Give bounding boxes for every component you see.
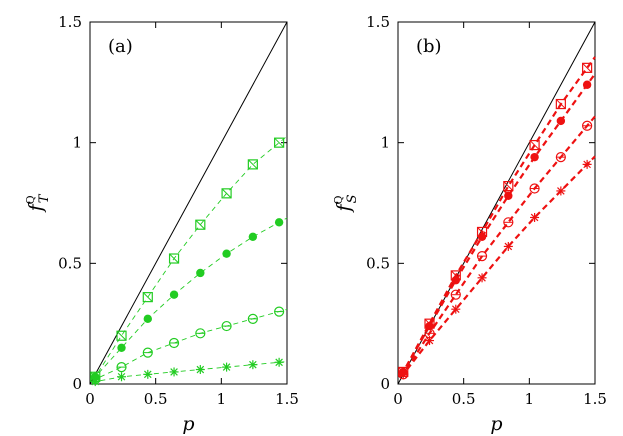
marker-open-circle-s2-p2 — [450, 289, 461, 300]
marker-filled-circle-s1-p1 — [117, 343, 126, 352]
plot-frame — [89, 21, 288, 385]
series-star — [398, 155, 596, 379]
marker-open-square-s0-p5 — [221, 188, 232, 199]
marker-star-s3-p2 — [451, 304, 461, 314]
marker-star-s3-p2 — [143, 369, 153, 379]
marker-open-circle-s2-p6 — [555, 152, 566, 163]
x-tick-label: 1.5 — [275, 390, 299, 408]
marker-open-circle-s2-p7 — [582, 120, 593, 131]
marker-star-s3-p6 — [556, 186, 566, 196]
marker-open-circle-s2-p4 — [503, 217, 514, 228]
y-tick-label: 1.5 — [366, 13, 390, 31]
x-tick-label: 0 — [393, 390, 403, 408]
marker-open-circle-s2-p3 — [476, 250, 488, 262]
marker-filled-circle-s1-p3 — [169, 290, 179, 299]
panel-b: 0 0.5 1 1.5 0 0.5 1 1.5 p fQS (b) — [332, 13, 607, 435]
y-axis-label: fQT — [24, 193, 52, 213]
marker-filled-circle-s1-p3 — [477, 232, 487, 241]
marker-open-square-s0-p7 — [274, 137, 285, 148]
x-tick-label: 0.5 — [452, 390, 476, 408]
marker-star-s3-p7 — [274, 357, 284, 367]
y-tick-label: 1.5 — [58, 13, 82, 31]
panel-label: (a) — [108, 36, 133, 57]
y-tick-label: 1 — [72, 134, 82, 152]
marker-filled-circle-s1-p6 — [248, 232, 258, 241]
series-open-circle — [90, 306, 288, 385]
marker-filled-circle-s1-p7 — [582, 80, 592, 89]
marker-star-s3-p1 — [425, 336, 435, 346]
marker-star-s3-p7 — [582, 159, 592, 169]
marker-star-s3-p1 — [117, 372, 127, 382]
marker-filled-circle-s1-p4 — [504, 191, 513, 200]
marker-filled-circle-s1-p4 — [196, 268, 205, 278]
marker-filled-circle-s1-p7 — [274, 218, 284, 227]
reference-line — [89, 21, 288, 385]
marker-open-circle-s2-p7 — [274, 306, 285, 317]
y-tick-label: 0 — [380, 375, 390, 393]
marker-filled-circle-s1-p1 — [425, 321, 434, 331]
marker-open-circle-s2-p5 — [529, 183, 540, 194]
marker-open-circle-s2-p2 — [142, 347, 153, 358]
marker-star-s3-p3 — [477, 273, 487, 283]
marker-open-circle-s2-p3 — [168, 337, 180, 349]
marker-open-circle-s2-p1 — [116, 362, 127, 373]
panel-label: (b) — [416, 36, 442, 57]
marker-open-square-s0-p2 — [142, 292, 153, 303]
y-axis-label: fQS — [332, 194, 360, 213]
marker-open-circle-s2-p4 — [195, 328, 206, 339]
y-tick-label: 0.5 — [58, 254, 82, 272]
marker-filled-circle-s1-p6 — [556, 116, 566, 126]
series-line — [91, 308, 288, 382]
series-star — [90, 357, 288, 387]
marker-open-square-s0-p5 — [529, 139, 540, 151]
marker-filled-circle-s1-p2 — [143, 314, 152, 324]
x-axis-label: p — [490, 413, 502, 435]
x-tick-label: 0 — [85, 390, 95, 408]
x-tick-label: 0.5 — [144, 390, 168, 408]
marker-star-s3-p0 — [90, 377, 100, 387]
x-axis-label: p — [182, 413, 194, 435]
marker-open-square-s0-p3 — [168, 253, 180, 264]
y-tick-label: 0.5 — [366, 254, 390, 272]
marker-open-square-s0-p6 — [555, 98, 566, 110]
marker-open-square-s0-p4 — [503, 181, 514, 192]
x-tick-label: 1 — [525, 390, 535, 408]
marker-star-s3-p0 — [398, 369, 408, 379]
marker-open-square-s0-p4 — [195, 219, 206, 230]
plot-frame — [397, 21, 596, 385]
panel-a: 0 0.5 1 1.5 0 0.5 1 1.5 p fQT (a) — [24, 13, 299, 435]
marker-star-s3-p4 — [503, 241, 513, 251]
marker-star-s3-p4 — [195, 365, 205, 375]
marker-open-square-s0-p6 — [247, 159, 258, 170]
marker-star-s3-p3 — [169, 367, 179, 377]
marker-filled-circle-s1-p2 — [451, 276, 460, 285]
series-line — [91, 217, 288, 380]
series-line — [399, 155, 596, 378]
y-tick-label: 1 — [380, 134, 390, 152]
marker-open-square-s0-p7 — [582, 62, 593, 73]
x-tick-label: 1.5 — [583, 390, 607, 408]
marker-open-circle-s2-p6 — [247, 313, 258, 324]
marker-filled-circle-s1-p5 — [530, 152, 539, 162]
series-filled-circle — [399, 73, 596, 377]
series-filled-circle — [91, 217, 288, 381]
series-line — [91, 135, 288, 380]
marker-open-square-s0-p1 — [116, 330, 127, 341]
series-line — [91, 361, 288, 384]
x-tick-label: 1 — [217, 390, 227, 408]
series-open-square — [90, 135, 288, 382]
y-tick-label: 0 — [72, 375, 82, 393]
marker-star-s3-p6 — [248, 360, 258, 370]
series-line — [399, 115, 596, 378]
marker-filled-circle-s1-p5 — [222, 249, 231, 258]
marker-star-s3-p5 — [222, 362, 232, 372]
marker-open-circle-s2-p5 — [221, 320, 232, 332]
series-line — [399, 73, 596, 375]
marker-star-s3-p5 — [530, 212, 540, 222]
